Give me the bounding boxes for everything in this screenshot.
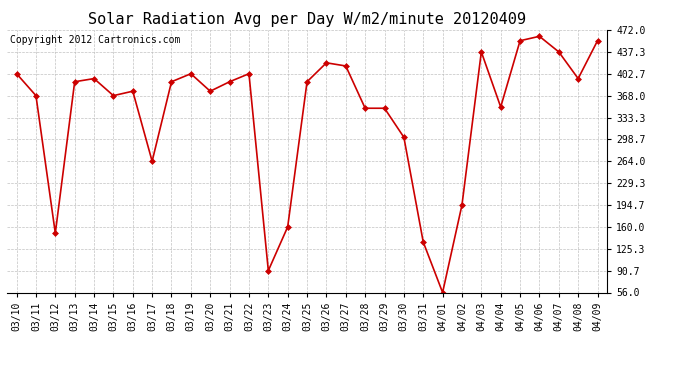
Text: Copyright 2012 Cartronics.com: Copyright 2012 Cartronics.com (10, 35, 180, 45)
Title: Solar Radiation Avg per Day W/m2/minute 20120409: Solar Radiation Avg per Day W/m2/minute … (88, 12, 526, 27)
